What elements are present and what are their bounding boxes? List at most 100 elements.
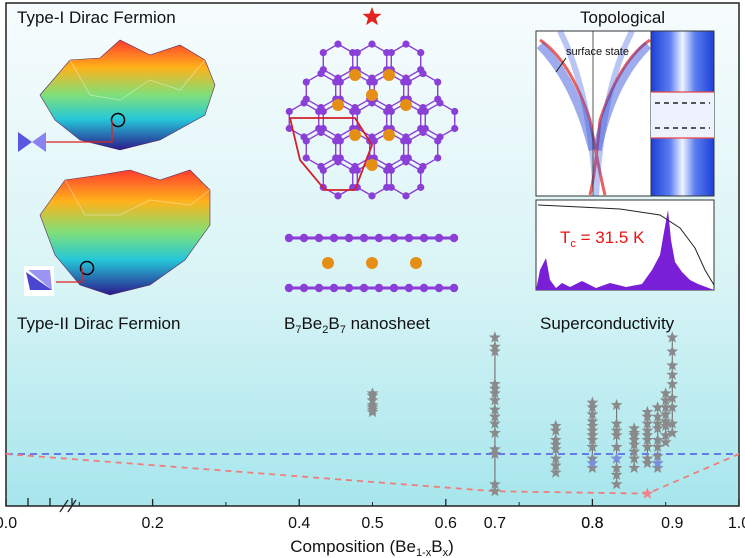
x-tick-label: 0.9 [661,515,683,532]
data-star [489,417,501,429]
data-star [666,426,679,438]
data-star [549,424,562,436]
boron-atom [359,283,369,293]
boron-atom [314,283,324,293]
data-star [659,429,672,441]
beryllium-atom [322,257,334,269]
topological-label: Topological [580,8,665,27]
data-star [651,410,664,422]
nanosheet-label: B7Be2B7 nanosheet [284,314,430,336]
data-star [628,445,641,457]
boron-atom [402,192,410,200]
boron-atom [299,283,309,293]
type2-label: Type-II Dirac Fermion [17,314,180,333]
data-star [489,331,501,343]
boron-atom [451,107,459,116]
boron-atom [387,107,395,116]
boron-atom [319,49,327,57]
data-star [641,440,654,452]
boron-atom [336,137,344,145]
boron-atom [329,283,339,293]
x-tick-label: 0.7 [484,515,506,532]
boron-atom [417,183,425,191]
data-star [651,461,664,473]
boron-atom [368,40,376,48]
boron-atom [434,283,444,293]
data-star [659,394,672,406]
boron-atom [389,233,399,243]
data-star [641,457,654,469]
data-star [489,387,501,399]
boron-atom [374,233,384,243]
boron-atom [404,137,412,145]
data-star [610,417,623,429]
highlight-data-star [641,487,654,499]
data-star [628,461,641,473]
boron-atom [319,66,327,74]
data-star [659,408,672,420]
boron-atom [319,166,327,174]
type2-cone-icon [26,270,52,290]
data-star [628,452,641,464]
boron-atom [374,283,384,293]
boron-atom [359,233,369,243]
beryllium-atom [349,129,361,141]
beryllium-atom [383,129,395,141]
boron-atom [404,233,414,243]
boron-atom [404,154,412,162]
boron-atom [302,95,310,103]
type1-cone-icon [18,132,46,152]
side-view [284,233,459,293]
data-star [489,447,501,459]
data-star [586,401,599,413]
boron-atom [404,78,412,86]
boron-atom [353,107,361,116]
data-star [659,401,672,413]
boron-atom [451,124,459,133]
boron-atom [344,283,354,293]
data-star [489,410,501,422]
boron-atom [434,154,442,162]
boron-atom [389,283,399,293]
data-star [489,478,501,490]
boron-atom [419,162,427,171]
data-star [610,429,623,441]
data-star [666,368,679,380]
data-star [610,440,623,452]
data-star [666,331,679,343]
boron-atom [344,233,354,243]
data-star [666,377,679,390]
beryllium-atom [383,69,395,81]
x-tick-label: 0.6 [435,515,457,532]
data-star [489,426,501,438]
unit-cell-outline [288,117,374,191]
surface-state-label: surface state [566,46,629,58]
beryllium-atom [332,99,344,111]
boron-atom [285,124,293,133]
type1-label: Type-I Dirac Fermion [17,8,176,27]
boron-atom [314,233,324,243]
beryllium-atom [400,99,412,111]
boron-atom [370,78,378,86]
boron-atom [404,283,414,293]
boron-atom [336,78,344,86]
data-star [610,468,623,480]
boron-atom [319,107,327,116]
data-star [489,394,501,406]
data-star [666,359,679,371]
scatter-layer [5,331,740,499]
boron-atom [434,233,444,243]
data-star [651,422,664,434]
x-tick-label: 0.8 [581,515,603,532]
boron-atom [419,233,429,243]
beryllium-atom [366,89,378,101]
type2-surface [24,169,211,296]
x-tick-label: 0.5 [361,515,383,532]
boron-atom [368,192,376,200]
data-star [586,440,599,452]
data-star [651,450,664,462]
nanosheet-panel: B7Be2B7 nanosheet [284,7,459,336]
type1-surface [18,39,216,152]
boron-atom [387,49,395,57]
x-axis-title: Composition (Be1-xBx) [290,537,453,558]
